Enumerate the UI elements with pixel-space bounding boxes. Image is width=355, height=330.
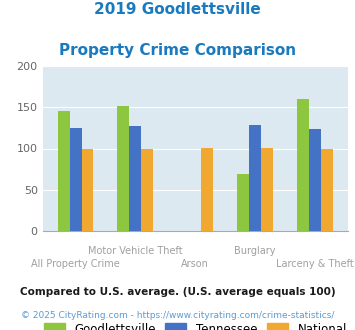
Text: All Property Crime: All Property Crime xyxy=(31,259,120,269)
Bar xyxy=(141,148,153,231)
Bar xyxy=(130,126,141,231)
Text: Compared to U.S. average. (U.S. average equals 100): Compared to U.S. average. (U.S. average … xyxy=(20,287,335,297)
Bar xyxy=(309,129,321,231)
Text: Burglary: Burglary xyxy=(234,246,276,256)
Bar xyxy=(321,148,333,231)
Bar xyxy=(82,148,93,231)
Text: Larceny & Theft: Larceny & Theft xyxy=(276,259,354,269)
Bar xyxy=(70,128,82,231)
Bar xyxy=(58,111,70,231)
Text: © 2025 CityRating.com - https://www.cityrating.com/crime-statistics/: © 2025 CityRating.com - https://www.city… xyxy=(21,311,334,320)
Bar xyxy=(118,106,130,231)
Text: Motor Vehicle Theft: Motor Vehicle Theft xyxy=(88,246,183,256)
Text: Property Crime Comparison: Property Crime Comparison xyxy=(59,43,296,58)
Bar xyxy=(261,148,273,231)
Bar xyxy=(249,125,261,231)
Bar xyxy=(201,148,213,231)
Text: Arson: Arson xyxy=(181,259,209,269)
Legend: Goodlettsville, Tennessee, National: Goodlettsville, Tennessee, National xyxy=(44,323,347,330)
Bar xyxy=(237,174,249,231)
Bar xyxy=(297,99,309,231)
Text: 2019 Goodlettsville: 2019 Goodlettsville xyxy=(94,2,261,16)
